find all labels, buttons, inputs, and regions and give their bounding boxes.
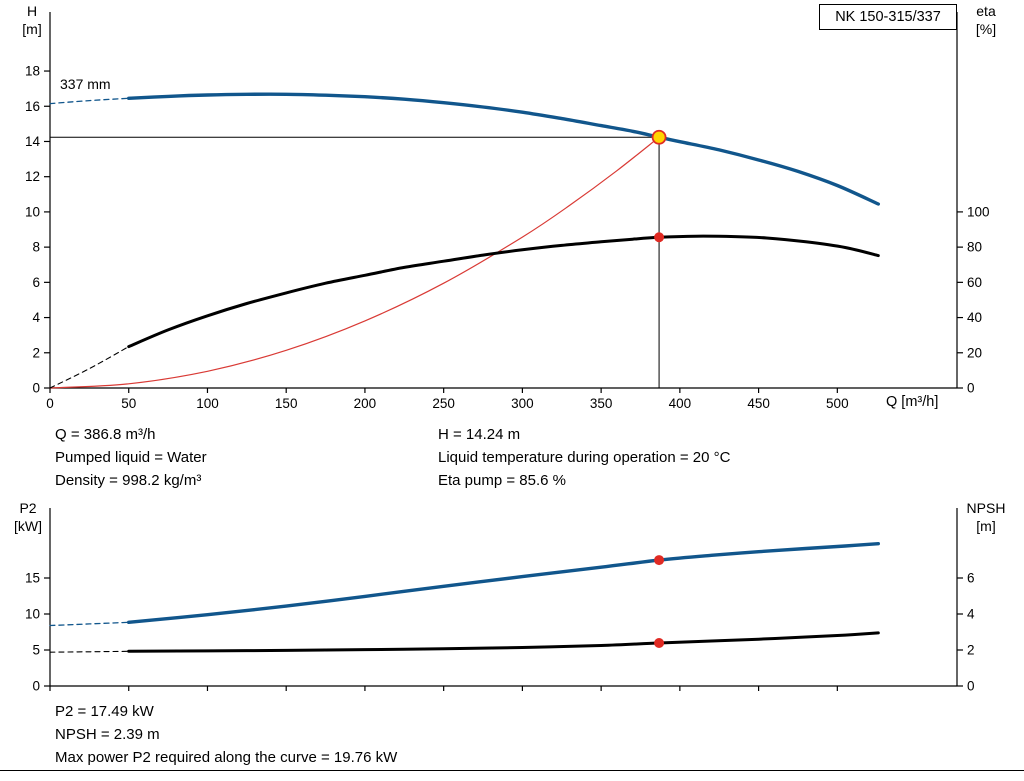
density-text: Density = 998.2 kg/m³ [55, 472, 202, 489]
duty-p2-text: P2 = 17.49 kW [55, 703, 154, 720]
head-curve-337mm [126, 92, 880, 206]
tick-label: 10 [25, 607, 40, 622]
tick-label: 4 [32, 310, 40, 325]
tick-label: 4 [967, 607, 975, 622]
duty-point-efficiency [654, 232, 665, 243]
pump-model-badge: NK 150-315/337 [819, 4, 957, 30]
p2-axis-unit: [kW] [14, 518, 42, 534]
p2-axis-symbol: P2 [19, 500, 37, 516]
tick-label: 50 [121, 396, 136, 411]
tick-label: 2 [967, 643, 975, 658]
tick-label: 0 [967, 381, 975, 396]
pumped-liquid-text: Pumped liquid = Water [55, 449, 207, 466]
npsh-curve-extrapolated [49, 650, 130, 653]
tick-label: 14 [25, 134, 41, 149]
system-curve [49, 136, 660, 389]
efficiency-curve [127, 234, 880, 349]
tick-label: 450 [747, 396, 770, 411]
tick-label: 100 [967, 204, 990, 219]
footer-divider [0, 770, 1024, 771]
tick-label: 0 [967, 679, 975, 694]
liquid-temperature-text: Liquid temperature during operation = 20… [438, 449, 731, 466]
tick-label: 0 [32, 381, 40, 396]
tick-label: 250 [432, 396, 455, 411]
efficiency-curve-extrapolated [49, 346, 130, 389]
tick-label: 300 [511, 396, 534, 411]
eta-axis-unit: [%] [975, 21, 997, 37]
npsh-axis-symbol: NPSH [966, 500, 1006, 516]
tick-label: 80 [967, 240, 982, 255]
tick-label: 2 [32, 345, 40, 360]
npsh-axis-unit: [m] [976, 518, 996, 534]
q-axis-title: Q [m³/h] [886, 394, 939, 410]
duty-point-head [651, 129, 667, 145]
tick-label: 500 [826, 396, 849, 411]
tick-label: 18 [25, 64, 40, 79]
eta-axis-title: eta [%] [962, 2, 1010, 38]
tick-label: 400 [669, 396, 692, 411]
p2-curve-extrapolated [49, 621, 130, 627]
tick-label: 40 [967, 310, 982, 325]
npsh-axis-title: NPSH [m] [956, 499, 1016, 535]
max-power-text: Max power P2 required along the curve = … [55, 749, 398, 766]
duty-info-column-1: Q = 386.8 m³/h Pumped liquid = Water Den… [55, 423, 207, 492]
duty-npsh-text: NPSH = 2.39 m [55, 726, 160, 743]
duty-point-npsh [654, 637, 665, 648]
tick-label: 350 [590, 396, 613, 411]
tick-label: 16 [25, 99, 40, 114]
duty-h-text: H = 14.24 m [438, 426, 521, 443]
h-axis-symbol: H [26, 3, 38, 19]
tick-label: 150 [275, 396, 298, 411]
tick-label: 6 [32, 275, 40, 290]
tick-label: 200 [354, 396, 377, 411]
h-axis-title: H [m] [10, 2, 54, 38]
tick-label: 6 [967, 571, 975, 586]
impeller-diameter-label: 337 mm [60, 76, 111, 92]
tick-label: 20 [967, 345, 982, 360]
duty-point-p2 [654, 555, 665, 566]
tick-label: 0 [32, 679, 40, 694]
tick-label: 12 [25, 169, 40, 184]
power-info-block: P2 = 17.49 kW NPSH = 2.39 m Max power P2… [55, 700, 397, 769]
npsh-curve [127, 631, 880, 653]
tick-label: 10 [25, 204, 40, 219]
h-axis-unit: [m] [22, 21, 42, 37]
head-curve-extrapolated [49, 97, 130, 105]
duty-info-column-2: H = 14.24 m Liquid temperature during op… [438, 423, 730, 492]
tick-label: 8 [32, 240, 40, 255]
eta-axis-symbol: eta [976, 3, 996, 19]
tick-label: 60 [967, 275, 982, 290]
tick-label: 100 [196, 396, 219, 411]
eta-pump-text: Eta pump = 85.6 % [438, 472, 566, 489]
p2-axis-title: P2 [kW] [4, 499, 52, 535]
tick-label: 5 [32, 643, 40, 658]
tick-label: 0 [46, 396, 54, 411]
p2-curve [126, 542, 880, 624]
tick-label: 15 [25, 571, 40, 586]
duty-q-text: Q = 386.8 m³/h [55, 426, 156, 443]
